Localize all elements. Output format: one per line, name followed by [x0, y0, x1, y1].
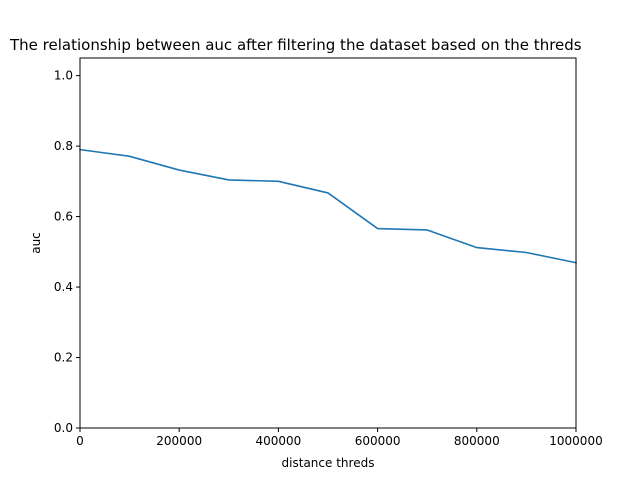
chart-title: The relationship between auc after filte…	[9, 36, 582, 54]
series-line	[79, 148, 577, 264]
x-tick-label: 200000	[156, 434, 202, 448]
x-tick-label: 0	[76, 434, 84, 448]
x-tick-label: 400000	[255, 434, 301, 448]
y-tick-label: 0.0	[54, 421, 73, 435]
y-axis-label: auc	[29, 232, 43, 254]
y-tick-label: 0.8	[54, 139, 73, 153]
y-tick-label: 0.6	[54, 210, 73, 224]
x-tick-label: 800000	[454, 434, 500, 448]
y-tick-label: 1.0	[54, 69, 73, 83]
series-layer	[79, 148, 577, 264]
plot-frame	[79, 57, 577, 429]
plot-area	[80, 58, 576, 428]
x-tick-label: 600000	[355, 434, 401, 448]
y-tick-label: 0.2	[54, 351, 73, 365]
ticks-layer: 0 200000 400000 600000 800000 1000000 0.0 0.2 0.…	[54, 69, 603, 448]
x-axis-label: distance threds	[282, 456, 375, 470]
y-tick-label: 0.4	[54, 280, 73, 294]
x-tick-label: 1000000	[549, 434, 602, 448]
